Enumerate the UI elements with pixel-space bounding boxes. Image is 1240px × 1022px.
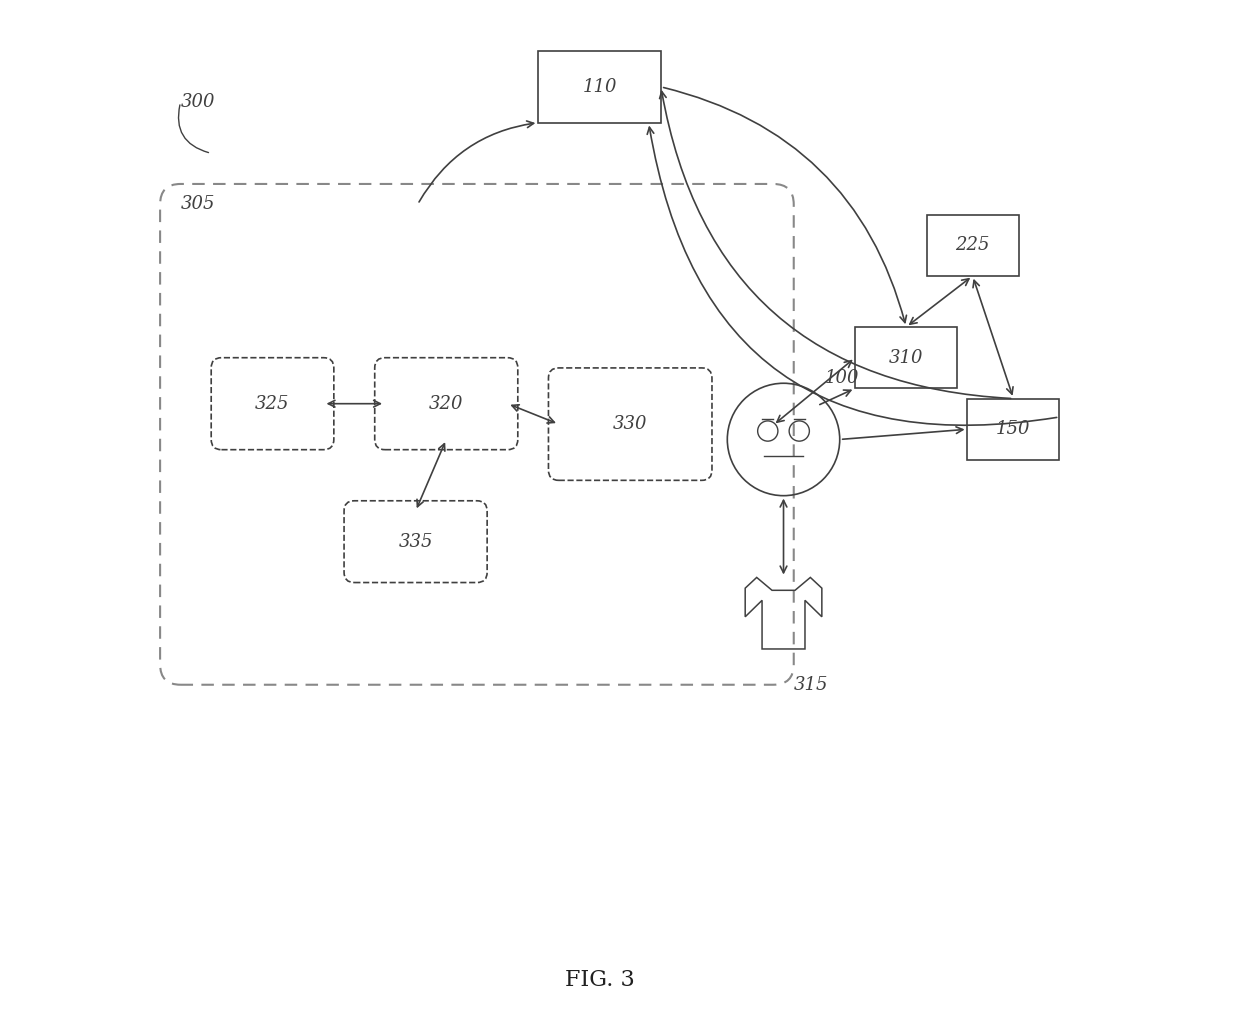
- Text: 335: 335: [398, 532, 433, 551]
- FancyBboxPatch shape: [343, 501, 487, 583]
- Text: 100: 100: [825, 369, 859, 387]
- Text: 305: 305: [181, 195, 215, 214]
- FancyBboxPatch shape: [856, 327, 957, 388]
- FancyBboxPatch shape: [538, 51, 661, 123]
- Text: 110: 110: [583, 78, 616, 96]
- Text: 225: 225: [955, 236, 990, 254]
- FancyBboxPatch shape: [374, 358, 518, 450]
- Text: 325: 325: [255, 394, 290, 413]
- Text: FIG. 3: FIG. 3: [564, 969, 635, 991]
- Text: 330: 330: [613, 415, 647, 433]
- Text: 310: 310: [889, 349, 924, 367]
- FancyBboxPatch shape: [548, 368, 712, 480]
- Text: 320: 320: [429, 394, 464, 413]
- Text: 300: 300: [181, 93, 215, 111]
- FancyBboxPatch shape: [967, 399, 1059, 460]
- FancyBboxPatch shape: [926, 215, 1018, 276]
- Text: 150: 150: [996, 420, 1030, 438]
- FancyBboxPatch shape: [211, 358, 334, 450]
- Text: 315: 315: [794, 676, 828, 694]
